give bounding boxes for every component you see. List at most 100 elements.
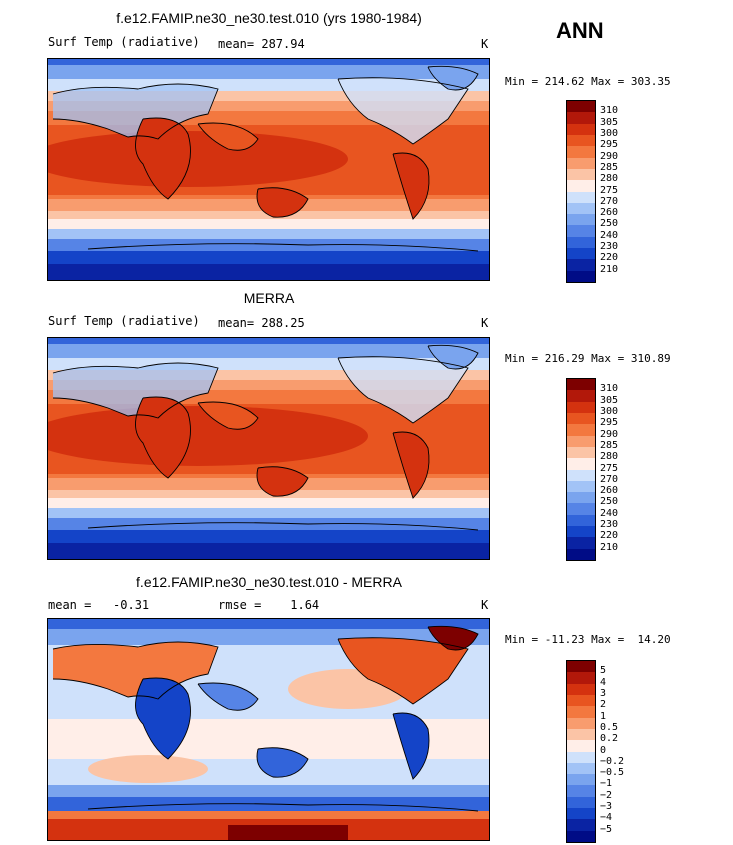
colorbar-cell [567, 435, 595, 447]
colorbar-cell [567, 446, 595, 459]
rmse-label-diff: rmse = 1.64 [218, 598, 320, 612]
colorbar-cell [567, 180, 595, 192]
colorbar-tick-label: 280 [600, 173, 619, 185]
colorbar-model-cells [567, 101, 595, 282]
colorbar-tick-label: 0.2 [600, 733, 619, 745]
colorbar-tick-label: −2 [600, 789, 613, 801]
colorbar-cell [567, 202, 595, 215]
colorbar-tick-label: 280 [600, 451, 619, 463]
colorbar-tick-label: 270 [600, 195, 619, 207]
panel-title-obs: MERRA [243, 290, 295, 306]
colorbar-cell [567, 694, 595, 707]
variable-label-obs: Surf Temp (radiative) [48, 314, 200, 328]
colorbar-tick-label: 295 [600, 417, 619, 429]
colorbar-model [566, 100, 596, 283]
colorbar-obs-cells [567, 379, 595, 560]
colorbar-tick-label: 275 [600, 184, 619, 196]
minmax-label-model: Min = 214.62 Max = 303.35 [505, 75, 671, 88]
map-obs-field [48, 338, 489, 559]
colorbar-cell [567, 390, 595, 402]
colorbar-tick-label: 4 [600, 676, 607, 688]
colorbar-cell [567, 248, 595, 260]
colorbar-cell [567, 762, 595, 775]
colorbar-tick-label: −0.5 [600, 767, 625, 779]
colorbar-tick-label: 270 [600, 473, 619, 485]
colorbar-tick-label: 2 [600, 699, 607, 711]
colorbar-cell [567, 134, 595, 147]
colorbar-tick-label: 230 [600, 241, 619, 253]
colorbar-tick-label: 310 [600, 105, 619, 117]
colorbar-cell [567, 683, 595, 695]
colorbar-cell [567, 146, 595, 158]
colorbar-tick-label: 250 [600, 218, 619, 230]
colorbar-tick-label: 305 [600, 394, 619, 406]
minmax-label-obs: Min = 216.29 Max = 310.89 [505, 352, 671, 365]
colorbar-cell [567, 503, 595, 515]
colorbar-cell [567, 537, 595, 549]
colorbar-cell [567, 123, 595, 135]
colorbar-cell [567, 259, 595, 271]
map-obs [47, 337, 490, 560]
colorbar-diff [566, 660, 596, 843]
colorbar-tick-label: 230 [600, 519, 619, 531]
colorbar-tick-label: 290 [600, 150, 619, 162]
colorbar-cell [567, 214, 595, 226]
mean-label-obs: mean= 288.25 [218, 316, 305, 330]
colorbar-cell [567, 424, 595, 436]
colorbar-tick-label: 305 [600, 116, 619, 128]
colorbar-cell [567, 514, 595, 527]
colorbar-cell [567, 191, 595, 203]
colorbar-cell [567, 401, 595, 413]
colorbar-tick-label: 310 [600, 383, 619, 395]
colorbar-tick-label: 300 [600, 127, 619, 139]
colorbar-cell [567, 412, 595, 425]
colorbar-cell [567, 270, 595, 282]
colorbar-cell [567, 672, 595, 684]
colorbar-obs [566, 378, 596, 561]
colorbar-tick-label: −3 [600, 801, 613, 813]
colorbar-tick-label: −0.2 [600, 755, 625, 767]
map-model-field [48, 59, 489, 280]
colorbar-cell [567, 379, 595, 391]
colorbar-tick-label: 1 [600, 710, 607, 722]
minmax-label-diff: Min = -11.23 Max = 14.20 [505, 633, 671, 646]
colorbar-tick-label: 275 [600, 462, 619, 474]
colorbar-cell [567, 480, 595, 493]
mean-label-model: mean= 287.94 [218, 37, 305, 51]
colorbar-tick-label: 240 [600, 507, 619, 519]
colorbar-cell [567, 796, 595, 809]
colorbar-cell [567, 225, 595, 237]
colorbar-tick-label: −1 [600, 778, 613, 790]
map-diff [47, 618, 490, 841]
colorbar-tick-label: 250 [600, 496, 619, 508]
colorbar-cell [567, 728, 595, 741]
panel-title-model: f.e12.FAMIP.ne30_ne30.test.010 (yrs 1980… [116, 10, 422, 26]
colorbar-diff-cells [567, 661, 595, 842]
colorbar-tick-label: 240 [600, 229, 619, 241]
colorbar-obs-ticks: 310 305 300 295 290 285 280 275 270 260 250 240 230 2… [600, 378, 640, 561]
colorbar-cell [567, 706, 595, 718]
colorbar-tick-label: 210 [600, 541, 619, 553]
colorbar-tick-label: 260 [600, 207, 619, 219]
unit-label-diff: K [481, 598, 489, 612]
colorbar-cell [567, 469, 595, 481]
colorbar-cell [567, 661, 595, 673]
colorbar-tick-label: −4 [600, 812, 613, 824]
unit-label-obs: K [481, 316, 489, 330]
colorbar-cell [567, 830, 595, 842]
colorbar-cell [567, 717, 595, 729]
colorbar-tick-label: 220 [600, 530, 619, 542]
colorbar-tick-label: 0.5 [600, 721, 619, 733]
map-diff-field [48, 619, 489, 840]
colorbar-cell [567, 785, 595, 797]
mean-label-diff: mean = -0.31 [48, 598, 150, 612]
colorbar-cell [567, 168, 595, 181]
panel-title-diff: f.e12.FAMIP.ne30_ne30.test.010 - MERRA [136, 574, 402, 590]
map-model [47, 58, 490, 281]
colorbar-cell [567, 819, 595, 831]
season-label: ANN [556, 18, 604, 43]
colorbar-tick-label: 260 [600, 485, 619, 497]
colorbar-tick-label: 290 [600, 428, 619, 440]
colorbar-cell [567, 548, 595, 560]
variable-label-model: Surf Temp (radiative) [48, 35, 200, 49]
